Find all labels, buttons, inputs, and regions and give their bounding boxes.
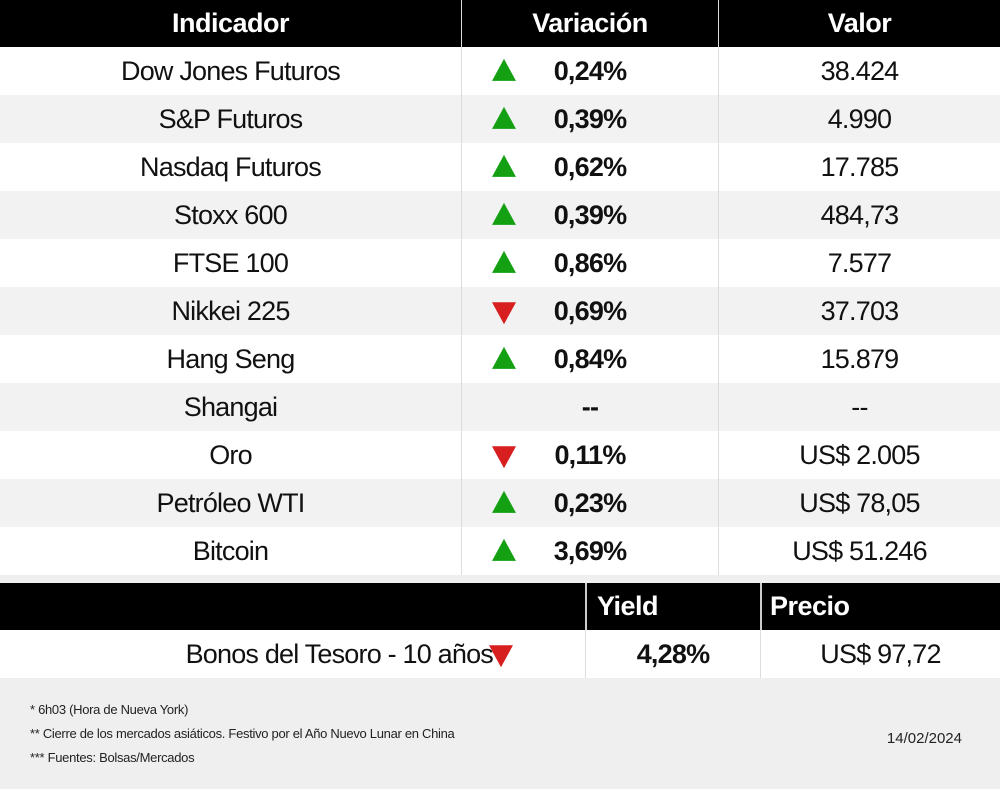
variation-value: 0,86% <box>553 247 627 278</box>
variation-value: 0,39% <box>553 199 627 230</box>
bond-header-blank <box>0 583 585 630</box>
arrow-up-icon <box>492 58 516 81</box>
variation-value: 0,84% <box>553 343 627 374</box>
table-row: Dow Jones Futuros 0,24% 38.424 <box>0 47 1000 95</box>
bond-header: Yield Precio <box>0 583 1000 630</box>
indicator-name: Hang Seng <box>166 343 296 374</box>
footnote-3: *** Fuentes: Bolsas/Mercados <box>30 750 195 765</box>
indicator-name: Bitcoin <box>192 535 269 566</box>
variation-cell: 0,39% <box>461 191 718 239</box>
arrow-up-icon <box>492 538 516 561</box>
variation-value: 0,24% <box>553 55 627 86</box>
arrow-up-icon <box>492 250 516 273</box>
bond-name-cell: Bonos del Tesoro - 10 años <box>0 630 585 678</box>
indicator-value: US$ 78,05 <box>718 479 1000 527</box>
arrow-up-icon <box>492 154 516 177</box>
variation-cell: 0,86% <box>461 239 718 287</box>
bond-row: Bonos del Tesoro - 10 años 4,28% US$ 97,… <box>0 630 1000 678</box>
indicator-value: 17.785 <box>718 143 1000 191</box>
date-label: 14/02/2024 <box>886 730 962 747</box>
header-valor: Valor <box>718 0 1000 47</box>
table-row: Petróleo WTI 0,23% US$ 78,05 <box>0 479 1000 527</box>
indicator-value: 38.424 <box>718 47 1000 95</box>
arrow-up-icon <box>492 490 516 513</box>
bond-name: Bonos del Tesoro - 10 años <box>185 638 494 669</box>
table-row: Hang Seng 0,84% 15.879 <box>0 335 1000 383</box>
arrow-down-icon <box>489 645 513 668</box>
indicator-value: -- <box>718 383 1000 431</box>
indicator-value: US$ 51.246 <box>718 527 1000 575</box>
variation-value: 3,69% <box>553 535 627 566</box>
table-row: Nikkei 225 0,69% 37.703 <box>0 287 1000 335</box>
table-row: Nasdaq Futuros 0,62% 17.785 <box>0 143 1000 191</box>
indicator-name: Dow Jones Futuros <box>121 55 341 86</box>
indicator-name: Nikkei 225 <box>171 295 290 326</box>
footnote-1: * 6h03 (Hora de Nueva York) <box>30 702 189 717</box>
variation-cell: 0,69% <box>461 287 718 335</box>
variation-value: -- <box>581 391 599 422</box>
table-row: Oro 0,11% US$ 2.005 <box>0 431 1000 479</box>
footnotes: * 6h03 (Hora de Nueva York) ** Cierre de… <box>30 700 970 772</box>
bond-price: US$ 97,72 <box>760 630 1000 678</box>
table-row: S&P Futuros 0,39% 4.990 <box>0 95 1000 143</box>
variation-value: 0,69% <box>553 295 627 326</box>
markets-table: Indicador Variación Valor Dow Jones Futu… <box>0 0 1000 575</box>
indicator-value: 7.577 <box>718 239 1000 287</box>
variation-value: 0,11% <box>554 439 626 470</box>
indicator-name: Oro <box>209 439 252 470</box>
table-row: Shangai -- -- <box>0 383 1000 431</box>
variation-cell: 0,23% <box>461 479 718 527</box>
arrow-up-icon <box>492 346 516 369</box>
variation-cell: 0,62% <box>461 143 718 191</box>
table-header: Indicador Variación Valor <box>0 0 1000 47</box>
indicator-name: S&P Futuros <box>158 103 304 134</box>
variation-cell: 0,24% <box>461 47 718 95</box>
variation-cell: 0,11% <box>461 431 718 479</box>
header-precio: Precio <box>760 583 1000 630</box>
table-body: Dow Jones Futuros 0,24% 38.424 S&P Futuros 0… <box>0 47 1000 575</box>
bond-yield: 4,28% <box>585 630 760 678</box>
variation-value: 0,62% <box>553 151 627 182</box>
arrow-up-icon <box>492 202 516 225</box>
table-row: FTSE 100 0,86% 7.577 <box>0 239 1000 287</box>
table-row: Bitcoin 3,69% US$ 51.246 <box>0 527 1000 575</box>
arrow-down-icon <box>492 302 516 325</box>
indicator-name: FTSE 100 <box>172 247 289 278</box>
variation-cell: 0,84% <box>461 335 718 383</box>
indicator-value: 15.879 <box>718 335 1000 383</box>
arrow-down-icon <box>492 446 516 469</box>
indicator-value: 37.703 <box>718 287 1000 335</box>
indicator-value: 484,73 <box>718 191 1000 239</box>
header-yield: Yield <box>585 583 760 630</box>
arrow-up-icon <box>492 106 516 129</box>
variation-value: 0,39% <box>553 103 627 134</box>
indicator-name: Petróleo WTI <box>156 487 306 518</box>
header-variacion: Variación <box>461 0 718 47</box>
indicator-value: US$ 2.005 <box>718 431 1000 479</box>
indicator-value: 4.990 <box>718 95 1000 143</box>
indicator-name: Nasdaq Futuros <box>140 151 322 182</box>
indicator-name: Shangai <box>183 391 278 422</box>
variation-cell: -- <box>461 383 718 431</box>
header-indicador: Indicador <box>171 8 290 38</box>
variation-cell: 0,39% <box>461 95 718 143</box>
indicator-name: Stoxx 600 <box>174 199 288 230</box>
table-row: Stoxx 600 0,39% 484,73 <box>0 191 1000 239</box>
variation-value: 0,23% <box>553 487 627 518</box>
footnote-2: ** Cierre de los mercados asiáticos. Fes… <box>30 726 455 741</box>
variation-cell: 3,69% <box>461 527 718 575</box>
